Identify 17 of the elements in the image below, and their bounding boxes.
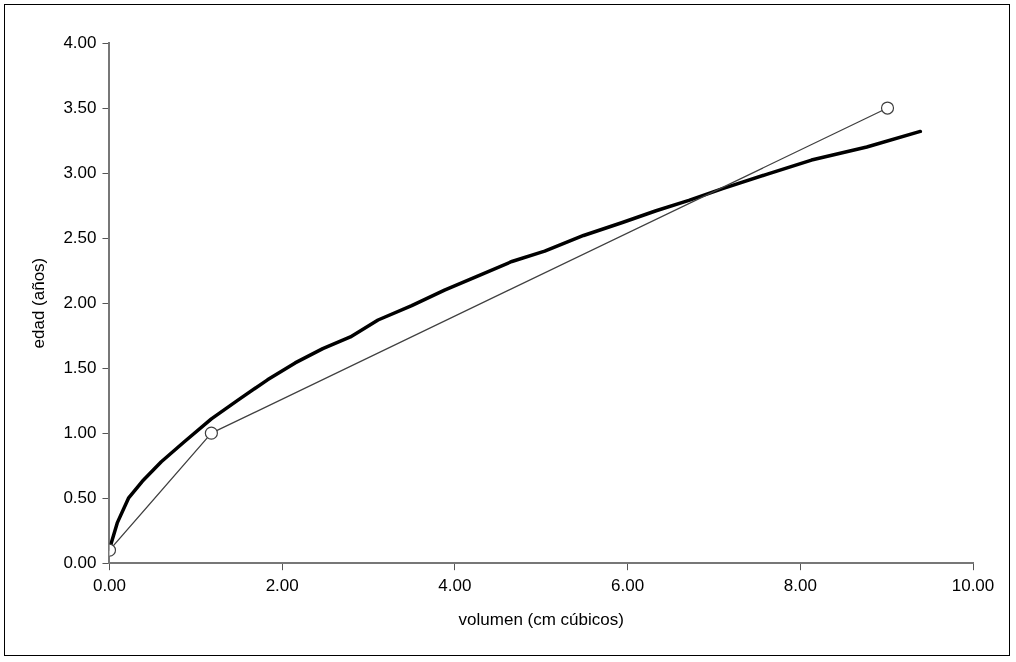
y-tick-label: 3.50 [63,97,97,117]
y-tick-label: 3.00 [63,162,97,182]
y-axis-title: edad (años) [28,257,48,349]
x-tick-label: 6.00 [611,576,645,596]
y-tick-label: 4.00 [63,32,97,52]
x-tick-label: 4.00 [438,576,472,596]
y-tick-label: 0.50 [63,487,97,507]
y-tick-label: 0.00 [63,552,97,572]
y-tick-label: 2.00 [63,292,97,312]
x-tick-label: 10.00 [951,576,995,596]
x-tick-label: 0.00 [92,576,127,596]
y-tick-label: 1.00 [63,422,97,442]
x-axis-title: volumen (cm cúbicos) [458,610,624,630]
y-tick-label: 2.50 [63,227,97,247]
x-tick-label: 8.00 [783,576,817,596]
y-tick-label: 1.50 [63,357,97,377]
x-tick-label: 2.00 [265,576,299,596]
